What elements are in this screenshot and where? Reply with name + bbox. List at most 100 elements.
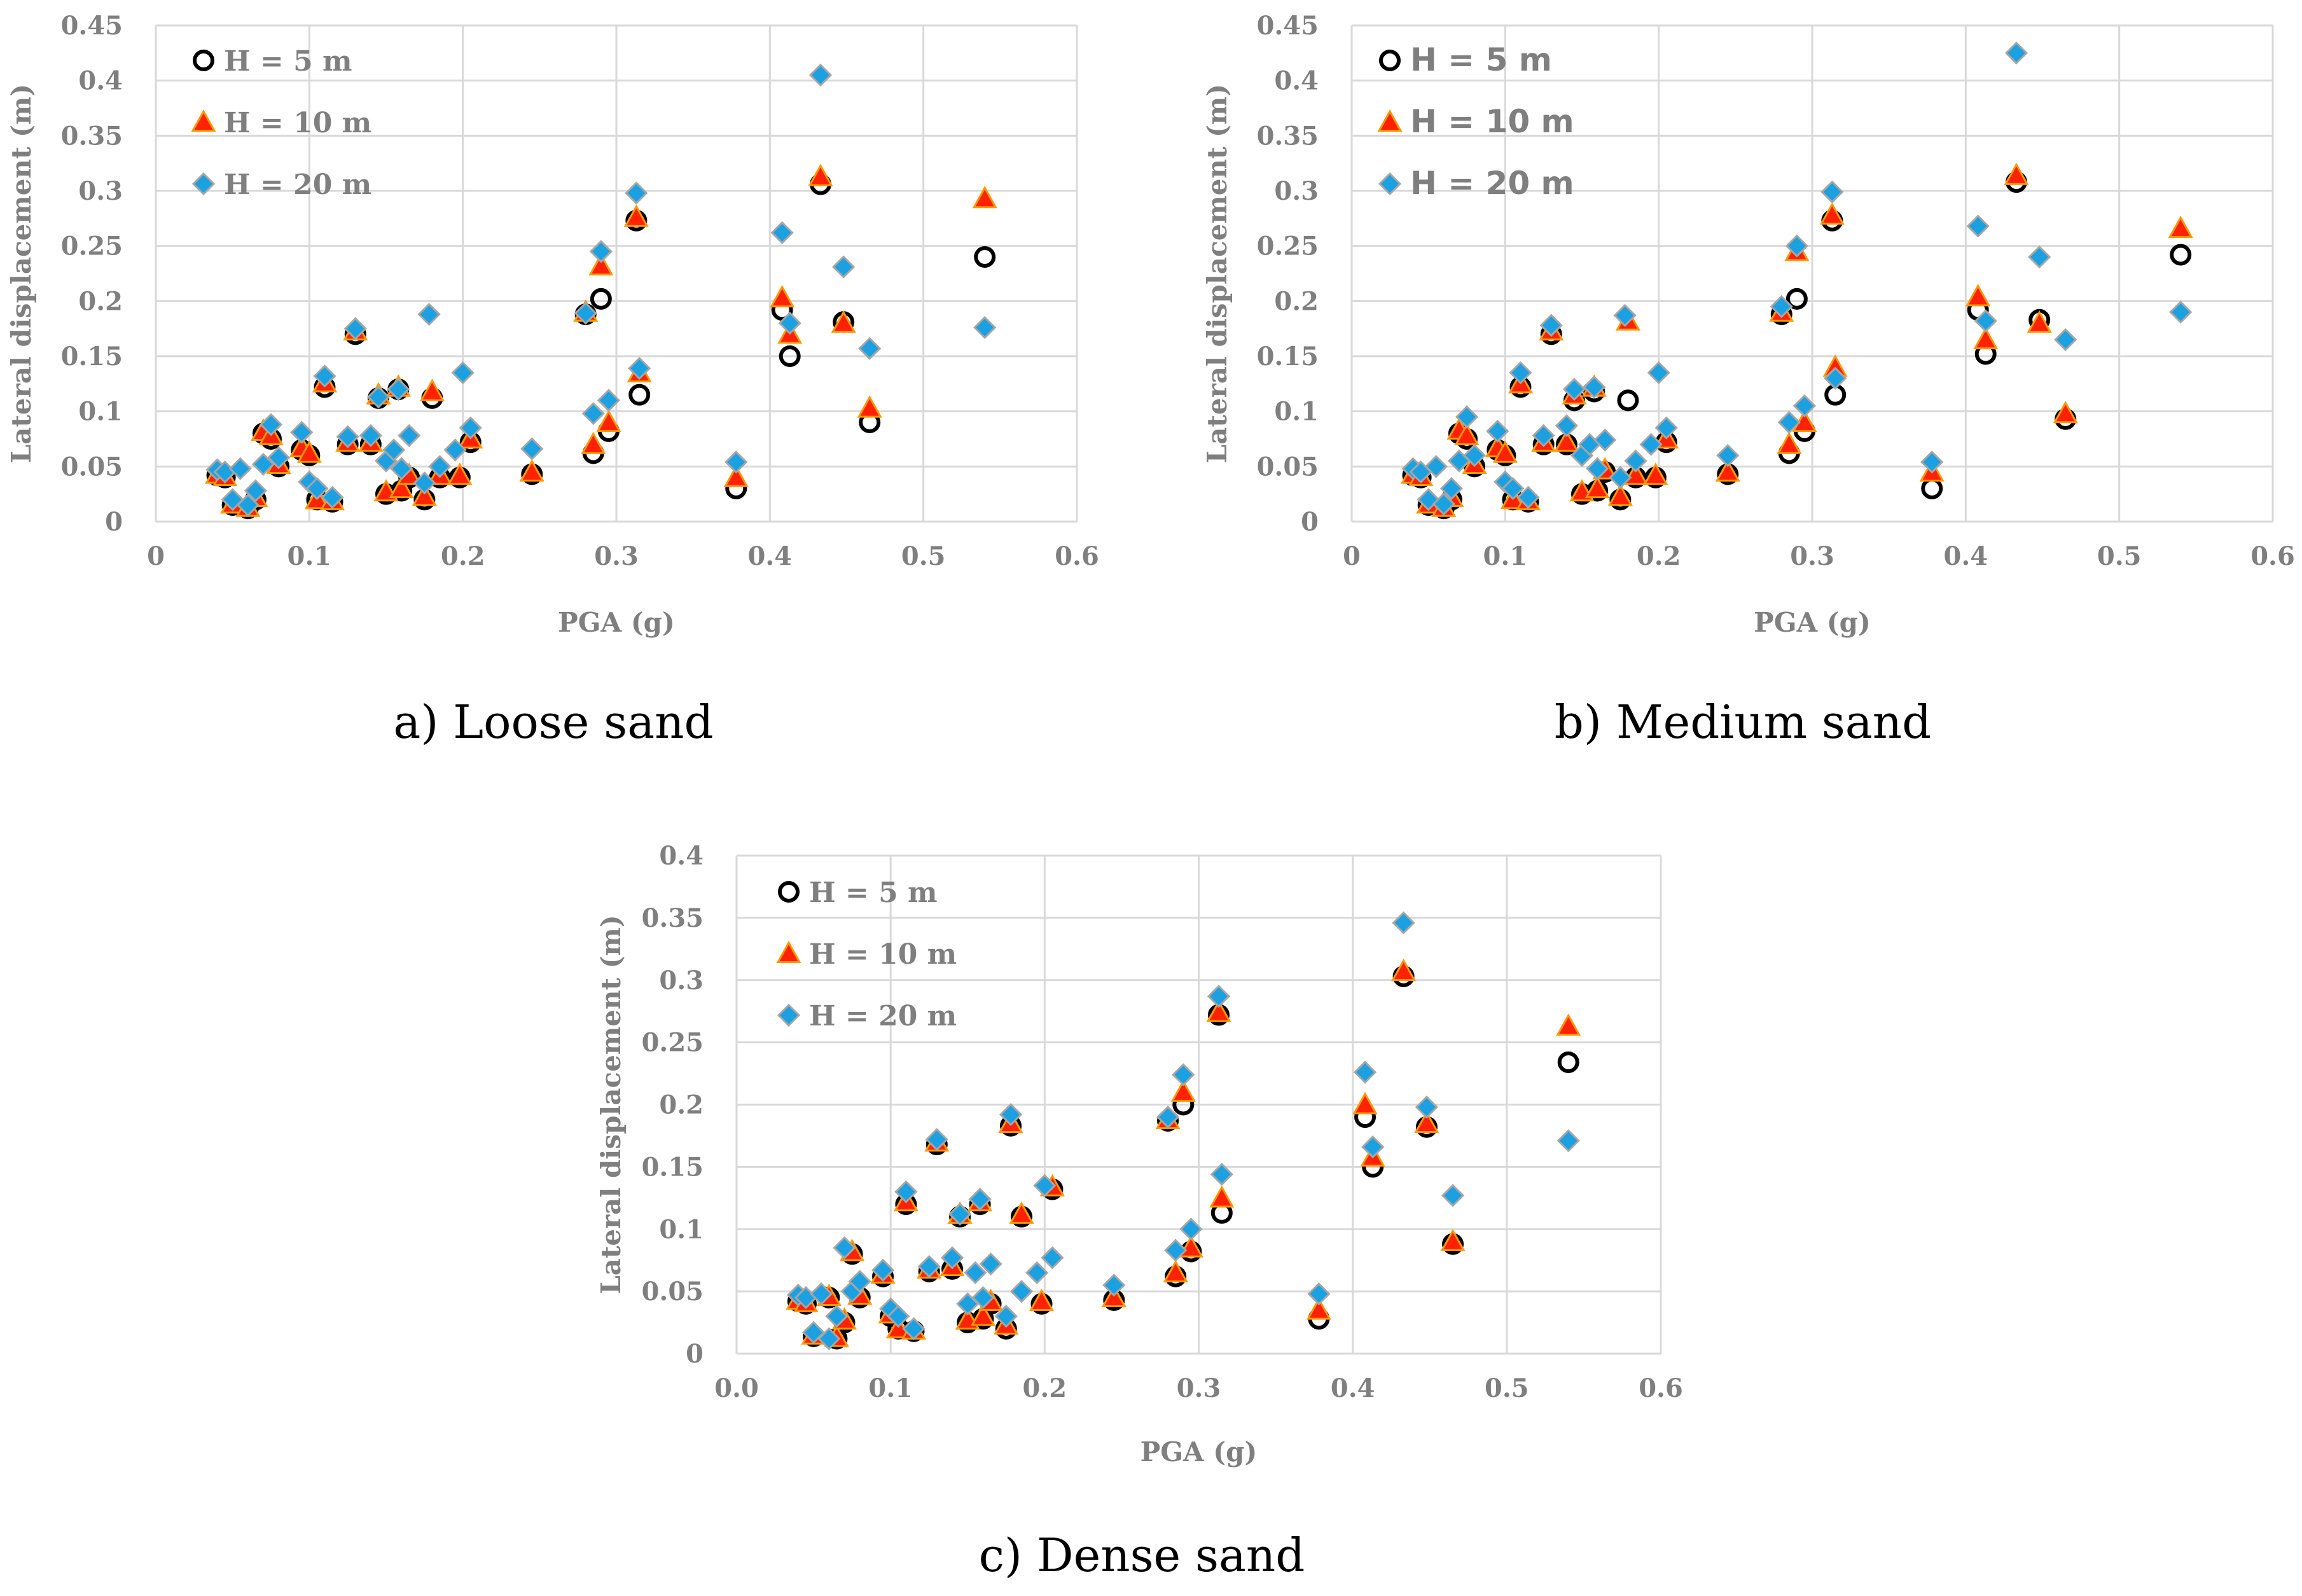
- legend-label: H = 5 m: [809, 877, 938, 909]
- diamond-point: [1509, 361, 1532, 385]
- x-tick-label: 0.4: [1944, 541, 1988, 571]
- triangle-point: [1009, 1201, 1034, 1224]
- diamond-point: [1501, 476, 1525, 501]
- triangle-point: [2004, 162, 2029, 185]
- diamond-point: [236, 493, 260, 517]
- triangle-point: [1454, 422, 1480, 445]
- diamond-point: [1307, 1282, 1331, 1306]
- diamond-point: [1777, 410, 1801, 434]
- x-tick-label: 0.5: [2097, 541, 2142, 571]
- diamond-point: [1770, 295, 1793, 319]
- triangle-point: [1819, 202, 1845, 225]
- diamond-point: [1785, 234, 1808, 258]
- legend: H = 5 m H = 10 m H = 20 m: [776, 877, 957, 1032]
- x-tick-label: 0.1: [1483, 541, 1528, 571]
- legend-circle-icon: [778, 881, 800, 903]
- diamond-point: [887, 1305, 910, 1328]
- triangle-point: [588, 253, 614, 275]
- legend-circle-icon: [1379, 50, 1401, 71]
- y-tick-label: 0.2: [659, 1090, 704, 1120]
- x-axis-title: PGA (g): [1141, 1436, 1258, 1468]
- diamond-point: [871, 1258, 895, 1282]
- diamond-point: [1613, 303, 1637, 327]
- legend-diamond-icon: [191, 172, 216, 196]
- legend-label: H = 5 m: [224, 45, 352, 78]
- diamond-point: [925, 1128, 948, 1151]
- diamond-point: [1415, 1095, 1439, 1119]
- triangle-point: [1492, 440, 1518, 463]
- diamond-point: [971, 1286, 995, 1310]
- diamond-point: [1654, 416, 1678, 440]
- triangle-point: [1391, 958, 1417, 982]
- triangle-point: [1554, 429, 1579, 452]
- y-tick-label: 0: [686, 1339, 704, 1369]
- diamond-point: [1486, 419, 1509, 443]
- legend-label: H = 5 m: [1410, 41, 1552, 78]
- legend: H = 5 m H = 10 m H = 20 m: [191, 45, 371, 201]
- diamond-point: [1392, 911, 1415, 934]
- y-axis-title: Lateral displacement (m): [1202, 84, 1233, 464]
- diamond-point: [2054, 328, 2077, 352]
- circle-point: [779, 345, 801, 367]
- triangle-point: [389, 475, 414, 499]
- y-tick-label: 0.25: [61, 232, 123, 261]
- x-tick-label: 0.2: [1023, 1373, 1067, 1403]
- diamond-point: [968, 1188, 992, 1211]
- diamond-point: [1439, 476, 1463, 501]
- diamond-point: [1920, 450, 1944, 474]
- diamond-point: [1455, 405, 1479, 429]
- triangle-point: [1206, 999, 1231, 1022]
- triangle-point: [808, 163, 833, 186]
- legend-circle-icon: [193, 50, 214, 71]
- diamond-point: [917, 1254, 941, 1279]
- diamond-point: [1586, 457, 1609, 480]
- circle-point: [1785, 288, 1808, 310]
- x-tick-label: 0.0: [714, 1373, 759, 1403]
- diamond-point: [1624, 449, 1647, 473]
- diamond-point: [1966, 214, 1990, 238]
- triangle-point: [1352, 1092, 1378, 1114]
- diamond-point: [259, 413, 283, 436]
- x-axis-title: PGA (g): [558, 607, 675, 638]
- diamond-point: [1792, 394, 1817, 418]
- diamond-point: [366, 385, 391, 409]
- y-tick-label: 0.15: [642, 1152, 704, 1182]
- diamond-point: [1562, 377, 1586, 401]
- legend-label: H = 10 m: [1410, 103, 1574, 140]
- triangle-point: [519, 459, 544, 482]
- x-tick-label: 0.4: [748, 541, 793, 571]
- diamond-point: [1009, 1280, 1034, 1303]
- diamond-point: [940, 1246, 964, 1270]
- panel-caption: c) Dense sand: [979, 1529, 1305, 1582]
- diamond-point: [1532, 424, 1555, 447]
- circle-point: [1617, 389, 1639, 412]
- diamond-point: [825, 1305, 849, 1328]
- y-tick-label: 0.1: [78, 397, 123, 427]
- diamond-point: [817, 1327, 841, 1350]
- diamond-point: [398, 424, 421, 447]
- diamond-point: [1432, 492, 1455, 516]
- chart-medium-sand: 0 0.1 0.2 0.3 0.4 0.5 0.6 0 0.05 0.1 0.15 0.2 0.25 0.…: [1202, 11, 2295, 749]
- triangle-point: [581, 431, 606, 454]
- triangle-point: [723, 464, 749, 487]
- diamond-point: [1539, 314, 1563, 337]
- triangle-point: [623, 204, 649, 227]
- legend-triangle-icon: [191, 109, 216, 132]
- diamond-point: [589, 240, 613, 263]
- triangle-point: [1306, 1297, 1331, 1320]
- y-tick-label: 0.05: [1257, 452, 1319, 482]
- panel-caption: b) Medium sand: [1555, 695, 1931, 749]
- triangle-point: [1163, 1259, 1188, 1282]
- legend-label: H = 10 m: [224, 107, 371, 139]
- circle-point: [1557, 1051, 1579, 1073]
- legend-label: H = 20 m: [1410, 165, 1574, 202]
- legend: H = 5 m H = 10 m H = 20 m: [1377, 41, 1574, 202]
- diamond-point: [1102, 1273, 1126, 1297]
- x-tick-label: 0.3: [1177, 1373, 1221, 1403]
- diamond-point: [994, 1305, 1018, 1328]
- x-tick-label: 0.6: [1055, 541, 1099, 571]
- diamond-point: [964, 1261, 987, 1284]
- diamond-point: [1353, 1060, 1377, 1084]
- triangle-point: [2053, 401, 2078, 424]
- triangle-point: [1607, 483, 1633, 506]
